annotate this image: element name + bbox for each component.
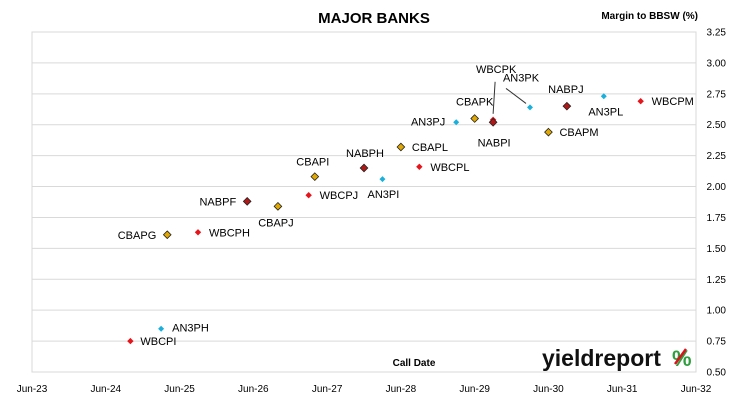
y-tick-label: 2.50: [707, 120, 727, 131]
logo-slash-accent: [673, 348, 688, 365]
logo-wordmark: yieldreport: [542, 345, 661, 371]
y-tick-label: 3.00: [707, 58, 727, 69]
data-label-cbapg: CBAPG: [118, 230, 157, 242]
y-tick-label: 1.75: [707, 213, 727, 224]
point-cbapj: [273, 201, 283, 211]
x-tick-label: Jun-27: [312, 384, 343, 395]
point-cbapm: [544, 127, 553, 137]
leader-line: [505, 88, 527, 104]
x-tick-label: Jun-23: [17, 384, 48, 395]
x-tick-label: Jun-31: [607, 384, 638, 395]
x-tick-label: Jun-32: [681, 384, 712, 395]
point-wbcpl: [416, 163, 423, 170]
data-label-cbapk: CBAPK: [456, 97, 494, 109]
data-points: [127, 93, 644, 345]
point-nabph: [359, 163, 369, 173]
point-cbapi: [310, 172, 320, 182]
point-nabpj: [562, 101, 572, 111]
data-label-wbcph: WBCPH: [209, 227, 250, 239]
y-axis-title: Margin to BBSW (%): [601, 11, 698, 22]
point-cbapg: [162, 230, 172, 240]
data-label-wbcpk: WBCPK: [476, 64, 517, 76]
label-leader-lines: [492, 81, 527, 114]
data-label-an3pl: AN3PL: [588, 106, 623, 118]
leader-line: [492, 81, 496, 114]
y-tick-label: 2.75: [707, 89, 727, 100]
x-axis: Jun-23 Jun-24 Jun-25 Jun-26 Jun-27 Jun-28 Jun-…: [17, 384, 712, 395]
point-an3pj: [453, 119, 460, 126]
point-an3ph: [158, 325, 165, 332]
data-label-wbcpi: WBCPI: [140, 336, 176, 348]
y-tick-label: 3.25: [707, 28, 727, 39]
x-tick-label: Jun-28: [386, 384, 417, 395]
data-label-cbapm: CBAPM: [559, 127, 598, 139]
data-label-wbcpj: WBCPJ: [320, 190, 359, 202]
y-tick-label: 2.25: [707, 151, 727, 162]
point-nabpf: [242, 197, 252, 206]
y-tick-label: 0.50: [707, 368, 727, 379]
x-tick-label: Jun-30: [533, 384, 564, 395]
data-label-nabpj: NABPJ: [548, 84, 583, 96]
yieldreport-logo: yieldreport %: [542, 345, 692, 371]
y-tick-label: 1.00: [707, 306, 727, 317]
data-label-an3pi: AN3PI: [368, 189, 400, 201]
y-tick-label: 0.75: [707, 337, 727, 348]
point-wbcph: [194, 229, 202, 236]
gridlines: [32, 31, 696, 373]
data-label-an3pk: AN3PK: [503, 72, 540, 84]
data-label-cbapj: CBAPJ: [258, 217, 293, 229]
point-wbcpm: [637, 98, 644, 105]
data-label-wbcpl: WBCPL: [430, 162, 469, 174]
x-tick-label: Jun-25: [164, 384, 195, 395]
chart-title: MAJOR BANKS: [318, 10, 430, 27]
y-axis: 0.50 0.75 1.00 1.25 1.50 1.75 2.00 2.25 2.50 2.75…: [707, 28, 727, 379]
x-tick-label: Jun-24: [90, 384, 121, 395]
x-axis-title: Call Date: [393, 358, 436, 369]
plot-area-border: [31, 31, 697, 373]
data-label-nabpi: NABPI: [478, 137, 511, 149]
point-an3pi: [379, 176, 386, 183]
y-tick-label: 1.25: [707, 275, 727, 286]
point-an3pl: [600, 93, 607, 100]
point-cbapl: [396, 142, 406, 152]
logo-percent-symbol: %: [672, 346, 692, 371]
point-wbcpi: [127, 337, 134, 345]
x-tick-label: Jun-29: [459, 384, 490, 395]
point-nabpi: [488, 117, 498, 127]
y-tick-label: 2.00: [707, 182, 727, 193]
data-label-cbapi: CBAPI: [296, 157, 329, 169]
data-label-nabpf: NABPF: [199, 196, 236, 208]
point-cbapk: [470, 114, 480, 123]
data-label-an3ph: AN3PH: [172, 323, 209, 335]
data-label-cbapl: CBAPL: [412, 142, 448, 154]
data-label-nabph: NABPH: [346, 148, 384, 160]
point-wbcpj: [305, 192, 312, 199]
x-tick-label: Jun-26: [238, 384, 269, 395]
point-an3pk: [527, 104, 533, 111]
data-label-an3pj: AN3PJ: [411, 116, 445, 128]
y-tick-label: 1.50: [707, 244, 727, 255]
data-label-wbcpm: WBCPM: [652, 96, 694, 108]
